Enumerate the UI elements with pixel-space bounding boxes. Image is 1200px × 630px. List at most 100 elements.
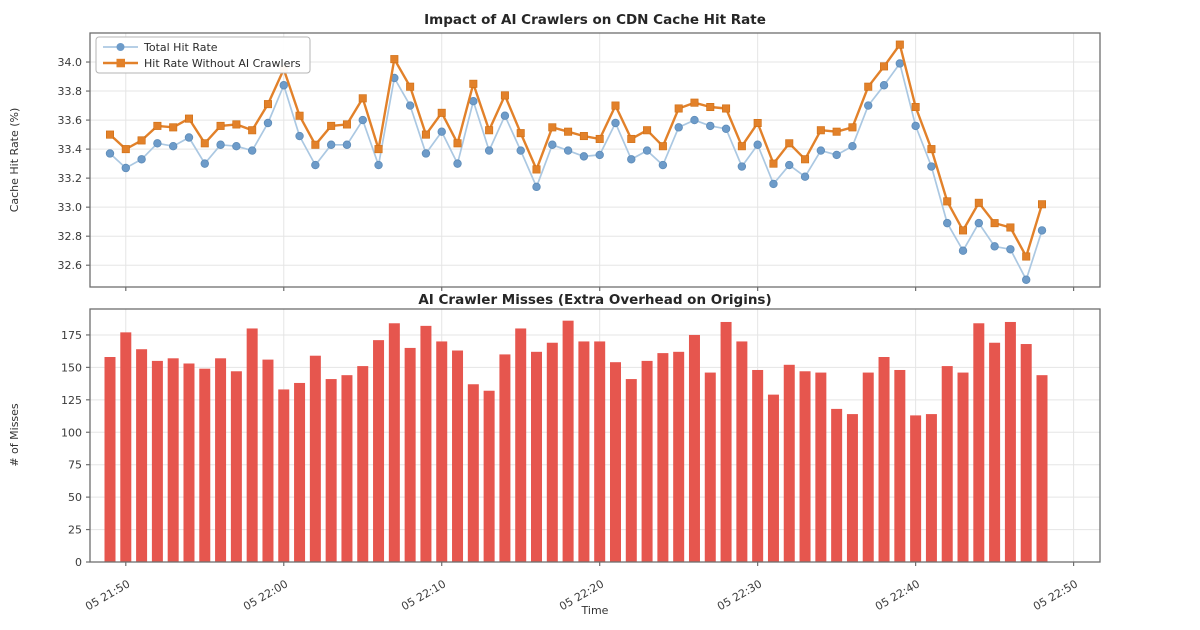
y-tick-label: 33.6 [58,114,83,127]
y-tick-label: 125 [61,394,82,407]
legend-circle-marker-icon [116,43,125,51]
miss-bar [278,389,290,562]
miss-bar [467,384,479,562]
data-point-marker [374,160,383,170]
data-point-marker [674,123,683,132]
data-point-marker [832,127,841,136]
data-point-marker [484,146,494,155]
data-point-marker [121,163,130,173]
data-point-marker [1022,275,1031,284]
data-point-marker [658,160,668,170]
data-point-marker [690,98,699,107]
y-tick-label: 33.0 [58,201,83,214]
data-point-marker [216,140,225,149]
data-point-marker [248,126,257,135]
data-point-marker [911,103,920,112]
miss-bar [436,341,448,562]
data-point-marker [263,100,272,109]
data-point-marker [295,131,304,141]
data-point-marker [263,118,273,128]
data-point-marker [658,142,667,151]
data-point-marker [311,160,320,170]
y-tick-label: 25 [68,524,82,537]
data-point-marker [295,111,304,120]
data-point-marker [943,197,952,206]
data-point-marker [500,111,510,120]
x-axis-label: Time [581,604,609,617]
data-point-marker [247,146,257,155]
data-point-marker [879,81,889,90]
data-point-marker [895,40,904,49]
data-point-marker [279,81,288,90]
data-point-marker [311,140,320,149]
data-point-marker [627,155,636,164]
y-tick-label: 33.2 [58,172,83,185]
miss-bar [483,390,495,562]
miss-bar [136,349,148,562]
legend-label-total-hit-rate: Total Hit Rate [143,41,218,54]
miss-bar [989,342,1001,562]
miss-bar [294,382,306,562]
miss-bar [846,414,858,562]
data-point-marker [785,139,794,148]
data-point-marker [895,59,905,68]
data-point-marker [437,108,446,117]
data-point-marker [137,155,146,164]
data-point-marker [327,121,336,130]
miss-bar [594,341,606,562]
top-y-axis-label: Cache Hit Rate (%) [8,108,21,213]
miss-bar [546,342,558,562]
data-point-marker [706,103,715,112]
miss-bar [215,358,227,562]
miss-bar [578,341,590,562]
data-point-marker [927,145,936,154]
miss-bar [388,323,400,562]
miss-bar [973,323,985,562]
data-point-marker [532,182,541,192]
legend: Total Hit Rate Hit Rate Without AI Crawl… [95,36,311,74]
miss-bar [657,353,669,562]
data-point-marker [579,132,588,141]
plot-frame [89,308,1101,563]
data-point-marker [990,219,999,228]
miss-bar [910,415,922,562]
miss-bar [246,328,258,562]
data-point-marker [611,101,620,110]
miss-bar [341,375,353,562]
x-tick-label: 05 22:50 [1031,577,1080,613]
data-point-marker [169,123,178,132]
data-point-marker [342,120,351,129]
data-point-marker [974,198,983,207]
data-point-marker [1006,245,1015,254]
miss-bar [357,366,369,562]
data-point-marker [168,142,178,151]
data-point-marker [990,242,999,251]
data-point-marker [674,104,683,113]
y-tick-label: 100 [61,426,82,439]
data-point-marker [563,146,573,155]
y-tick-label: 75 [68,459,82,472]
miss-bar [562,320,574,562]
x-tick-label: 05 22:10 [399,577,448,613]
x-tick-label: 05 22:40 [873,577,922,613]
top-chart-title: Impact of AI Crawlers on CDN Cache Hit R… [424,12,766,28]
data-point-marker [421,149,431,158]
data-point-marker [864,101,873,110]
miss-bar [230,371,242,562]
data-point-marker [1022,252,1031,261]
data-point-marker [485,126,494,135]
data-point-marker [753,140,762,149]
miss-bar [767,394,779,562]
data-point-marker [611,118,620,128]
miss-bar [815,372,827,562]
miss-bar [704,372,716,562]
miss-bar [420,325,432,562]
data-point-marker [769,179,778,189]
y-tick-label: 34.0 [58,56,83,69]
data-point-marker [848,142,857,151]
legend-square-marker-icon [116,58,125,68]
data-point-marker [469,97,478,106]
data-point-marker [500,91,509,100]
miss-bar [957,372,969,562]
data-point-marker [532,165,541,174]
